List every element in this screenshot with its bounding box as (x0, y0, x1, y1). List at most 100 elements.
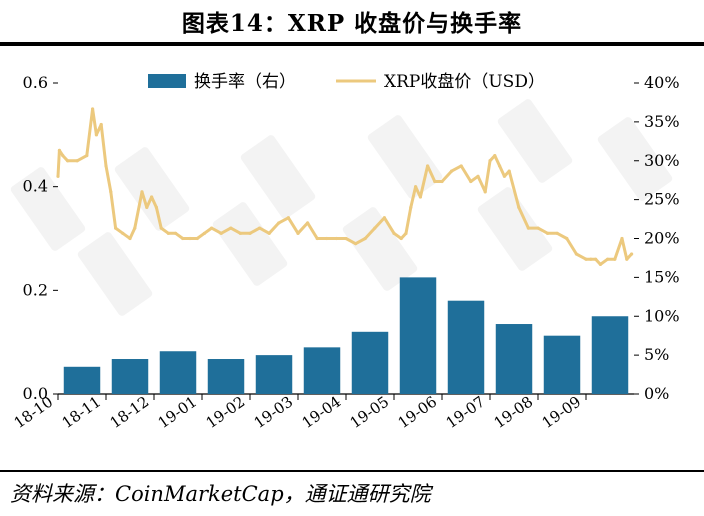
x-tick-label: 19-06 (395, 393, 441, 433)
price-point (498, 164, 502, 168)
price-line (56, 107, 634, 266)
price-point (109, 190, 113, 194)
x-tick-label: 19-09 (539, 393, 585, 433)
left-tick-label: 0.6 (23, 73, 48, 92)
turnover-bar (159, 351, 197, 394)
x-tick-label: 18-12 (107, 393, 153, 433)
chart-legend: 换手率（右） XRP收盘价（USD） (148, 72, 545, 92)
price-point (483, 190, 487, 194)
watermark-mark (597, 117, 673, 201)
price-point (404, 231, 408, 235)
price-point (526, 226, 531, 230)
left-tick-label: 0.0 (23, 384, 48, 403)
price-point (159, 226, 163, 230)
price-point (625, 257, 629, 261)
right-tick-label: 25% (644, 190, 680, 209)
price-point (99, 122, 103, 127)
watermark-layer (10, 99, 673, 316)
legend-bar-label: 换手率（右） (194, 72, 296, 92)
x-tick-label: 18-11 (59, 393, 105, 433)
chart-title: 图表14：XRP 收盘价与换手率 (181, 10, 523, 37)
watermark-mark (212, 202, 288, 286)
price-point (140, 190, 144, 194)
price-point (174, 231, 178, 235)
price-point (565, 236, 569, 241)
title-divider (0, 42, 704, 46)
price-point (56, 174, 60, 178)
x-tick-label: 19-04 (299, 393, 345, 433)
price-point (150, 195, 154, 199)
right-tick-label: 15% (644, 267, 680, 286)
price-point (315, 236, 319, 241)
price-point (195, 236, 199, 241)
price-point (399, 236, 403, 241)
price-point (154, 205, 158, 209)
price-point (114, 226, 118, 230)
price-point (133, 226, 137, 230)
price-point (202, 231, 206, 235)
price-point (594, 257, 598, 261)
price-point (630, 252, 634, 256)
price-point (188, 236, 192, 241)
price-point (277, 221, 281, 225)
price-point (94, 133, 98, 137)
right-tick-label: 10% (644, 306, 680, 325)
price-point (536, 226, 540, 230)
x-axis: 18-10 18-11 18-12 19-01 19-02 19-03 19-04 19-05… (11, 393, 587, 433)
price-point (229, 226, 233, 230)
watermark-mark (367, 115, 443, 199)
price-point (363, 236, 367, 241)
price-point (325, 236, 329, 241)
price-point (613, 257, 617, 261)
price-point (493, 153, 497, 158)
price-point (267, 231, 271, 235)
price-point (354, 242, 358, 246)
price-point (418, 195, 422, 199)
turnover-bar (111, 359, 149, 394)
price-point (286, 216, 290, 220)
x-tick-label: 19-05 (347, 393, 393, 433)
price-point (181, 236, 185, 241)
price-point (502, 174, 506, 178)
watermark-mark (240, 135, 316, 219)
price-point (166, 231, 170, 235)
price-point (248, 231, 252, 235)
x-tick-label: 19-07 (443, 393, 489, 433)
price-point (258, 226, 262, 230)
watermark-mark (114, 147, 190, 231)
price-point (409, 205, 413, 209)
price-point (121, 231, 125, 235)
right-axis: 0% 5% 10% 15% 20% 25% 30% 35% 40% (634, 73, 680, 403)
price-point (459, 164, 463, 168)
price-point (517, 205, 521, 209)
watermark-mark (342, 207, 418, 291)
x-tick-label: 19-02 (203, 393, 249, 433)
price-point (555, 231, 559, 235)
right-tick-label: 0% (644, 384, 669, 403)
price-point (433, 179, 437, 184)
price-point (296, 231, 300, 235)
watermark-mark (497, 99, 573, 183)
price-point (210, 226, 214, 230)
turnover-bar (255, 355, 293, 394)
price-point (104, 164, 108, 168)
watermark-mark (77, 232, 153, 316)
price-point (75, 159, 79, 163)
turnover-bars (63, 277, 629, 394)
price-point (90, 107, 95, 111)
watermark-mark (477, 187, 553, 271)
turnover-bar (63, 366, 101, 394)
price-point (606, 257, 610, 261)
price-point (85, 153, 89, 158)
price-point (61, 153, 65, 158)
right-tick-label: 35% (644, 112, 680, 131)
price-point (620, 236, 624, 241)
watermark-mark (10, 167, 86, 251)
legend-line-label: XRP收盘价（USD） (384, 72, 545, 92)
price-line-layer (56, 107, 634, 267)
price-point (546, 231, 550, 235)
price-point (382, 216, 386, 220)
price-point (128, 236, 132, 241)
x-tick-label: 19-03 (251, 393, 297, 433)
